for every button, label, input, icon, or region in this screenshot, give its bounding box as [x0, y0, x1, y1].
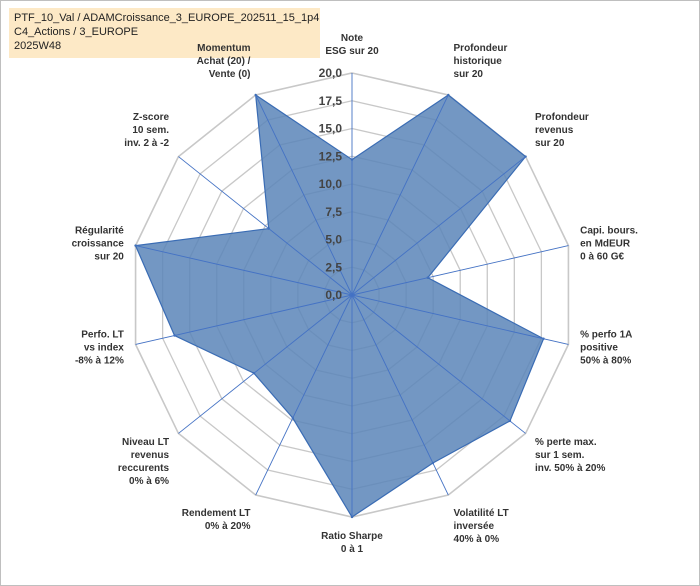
category-label-line: inv. 50% à 20%: [535, 463, 606, 474]
radar-tick-labels: 0,0 2,5 5,0 7,5 10,0 12,5 15,0 17,5 20,0: [319, 66, 343, 302]
radial-tick-label: 15,0: [319, 122, 343, 136]
category-label-line: sur 20: [535, 138, 565, 149]
category-label-line: 0 à 1: [341, 544, 364, 555]
radar-spoke: [135, 294, 353, 345]
radial-tick-label: 2,5: [325, 260, 342, 274]
radar-axes: [135, 73, 569, 517]
radar-spoke: [255, 294, 353, 496]
category-label-line: Vente (0): [209, 69, 251, 80]
header-line-week: 2025W48: [14, 40, 62, 52]
category-label: Niveau LT revenus reccurents 0% à 6%: [118, 437, 170, 487]
radial-tick-label: 10,0: [319, 177, 343, 191]
radar-spoke: [178, 294, 353, 434]
category-label-line: Volatilité LT: [454, 508, 509, 519]
radar-spoke: [351, 294, 569, 345]
category-label-line: Perfo. LT: [81, 330, 124, 341]
header-line-category: C4_Actions / 3_EUROPE: [14, 26, 139, 38]
chart-header: PTF_10_Val / ADAMCroissance_3_EUROPE_202…: [9, 8, 320, 58]
category-label-line: Ratio Sharpe: [321, 531, 383, 542]
category-label-line: Rendement LT: [182, 508, 251, 519]
category-label-line: Niveau LT: [122, 437, 169, 448]
category-label-line: 0% à 6%: [129, 476, 169, 487]
category-label-line: 50% à 80%: [580, 356, 631, 367]
radial-tick-label: 0,0: [325, 288, 342, 302]
category-label-line: sur 20: [94, 251, 124, 262]
category-label-line: inversée: [454, 521, 495, 532]
category-label: Profondeur revenus sur 20: [535, 112, 589, 149]
radial-tick-label: 17,5: [319, 94, 343, 108]
category-label-line: sur 20: [454, 69, 484, 80]
category-label-line: Momentum: [197, 43, 250, 54]
category-label-line: Régularité: [75, 225, 124, 236]
category-label-line: Profondeur: [535, 112, 589, 123]
category-label-line: croissance: [72, 238, 125, 249]
radial-tick-label: 12,5: [319, 149, 343, 163]
category-label-line: en MdEUR: [580, 238, 631, 249]
radar-spoke: [351, 156, 526, 296]
category-label: Momentum Achat (20) / Vente (0): [197, 43, 251, 80]
radar-spoke: [351, 94, 449, 296]
radar-spoke: [351, 294, 449, 496]
category-label-line: ESG sur 20: [325, 46, 379, 57]
radar-spoke: [351, 294, 526, 434]
radar-spoke: [351, 245, 569, 296]
category-label: Profondeur historique sur 20: [454, 43, 508, 80]
category-label: Rendement LT 0% à 20%: [182, 508, 251, 532]
category-label-line: historique: [454, 56, 503, 67]
radar-category-labels: Note ESG sur 20 Profondeur historique sur 20…: [72, 33, 639, 555]
category-label: % perte max. sur 1 sem. inv. 50% à 20%: [535, 437, 606, 474]
category-label-line: 40% à 0%: [454, 534, 500, 545]
category-label-line: Achat (20) /: [197, 56, 251, 67]
category-label: Ratio Sharpe 0 à 1: [321, 531, 383, 555]
category-label-line: Profondeur: [454, 43, 508, 54]
category-label: Note ESG sur 20: [325, 33, 379, 57]
radial-tick-label: 7,5: [325, 205, 342, 219]
category-label-line: 0% à 20%: [205, 521, 251, 532]
category-label-line: % perte max.: [535, 437, 597, 448]
category-label: % perfo 1A positive 50% à 80%: [580, 330, 632, 367]
category-label: Z-score 10 sem. inv. 2 à -2: [124, 112, 169, 149]
category-label: Perfo. LT vs index -8% à 12%: [75, 330, 124, 367]
header-line-portfolio: PTF_10_Val / ADAMCroissance_3_EUROPE_202…: [14, 12, 320, 24]
category-label-line: inv. 2 à -2: [124, 138, 169, 149]
radial-tick-label: 20,0: [319, 66, 343, 80]
radar-spoke: [255, 94, 353, 296]
category-label-line: Z-score: [133, 112, 170, 123]
category-label-line: sur 1 sem.: [535, 450, 585, 461]
category-label-line: 10 sem.: [132, 125, 169, 136]
radar-spoke: [135, 245, 353, 296]
category-label: Régularité croissance sur 20: [72, 225, 125, 262]
category-label: Volatilité LT inversée 40% à 0%: [454, 508, 509, 545]
radial-tick-label: 5,0: [325, 233, 342, 247]
category-label-line: % perfo 1A: [580, 330, 632, 341]
category-label-line: 0 à 60 G€: [580, 251, 624, 262]
category-label: Capi. bours. en MdEUR 0 à 60 G€: [580, 225, 638, 262]
category-label-line: Note: [341, 33, 364, 44]
category-label-line: vs index: [84, 343, 124, 354]
category-label-line: positive: [580, 343, 618, 354]
category-label-line: revenus: [535, 125, 574, 136]
category-label-line: reccurents: [118, 463, 170, 474]
radar-spoke: [178, 156, 353, 296]
category-label-line: -8% à 12%: [75, 356, 124, 367]
category-label-line: revenus: [131, 450, 170, 461]
category-label-line: Capi. bours.: [580, 225, 638, 236]
